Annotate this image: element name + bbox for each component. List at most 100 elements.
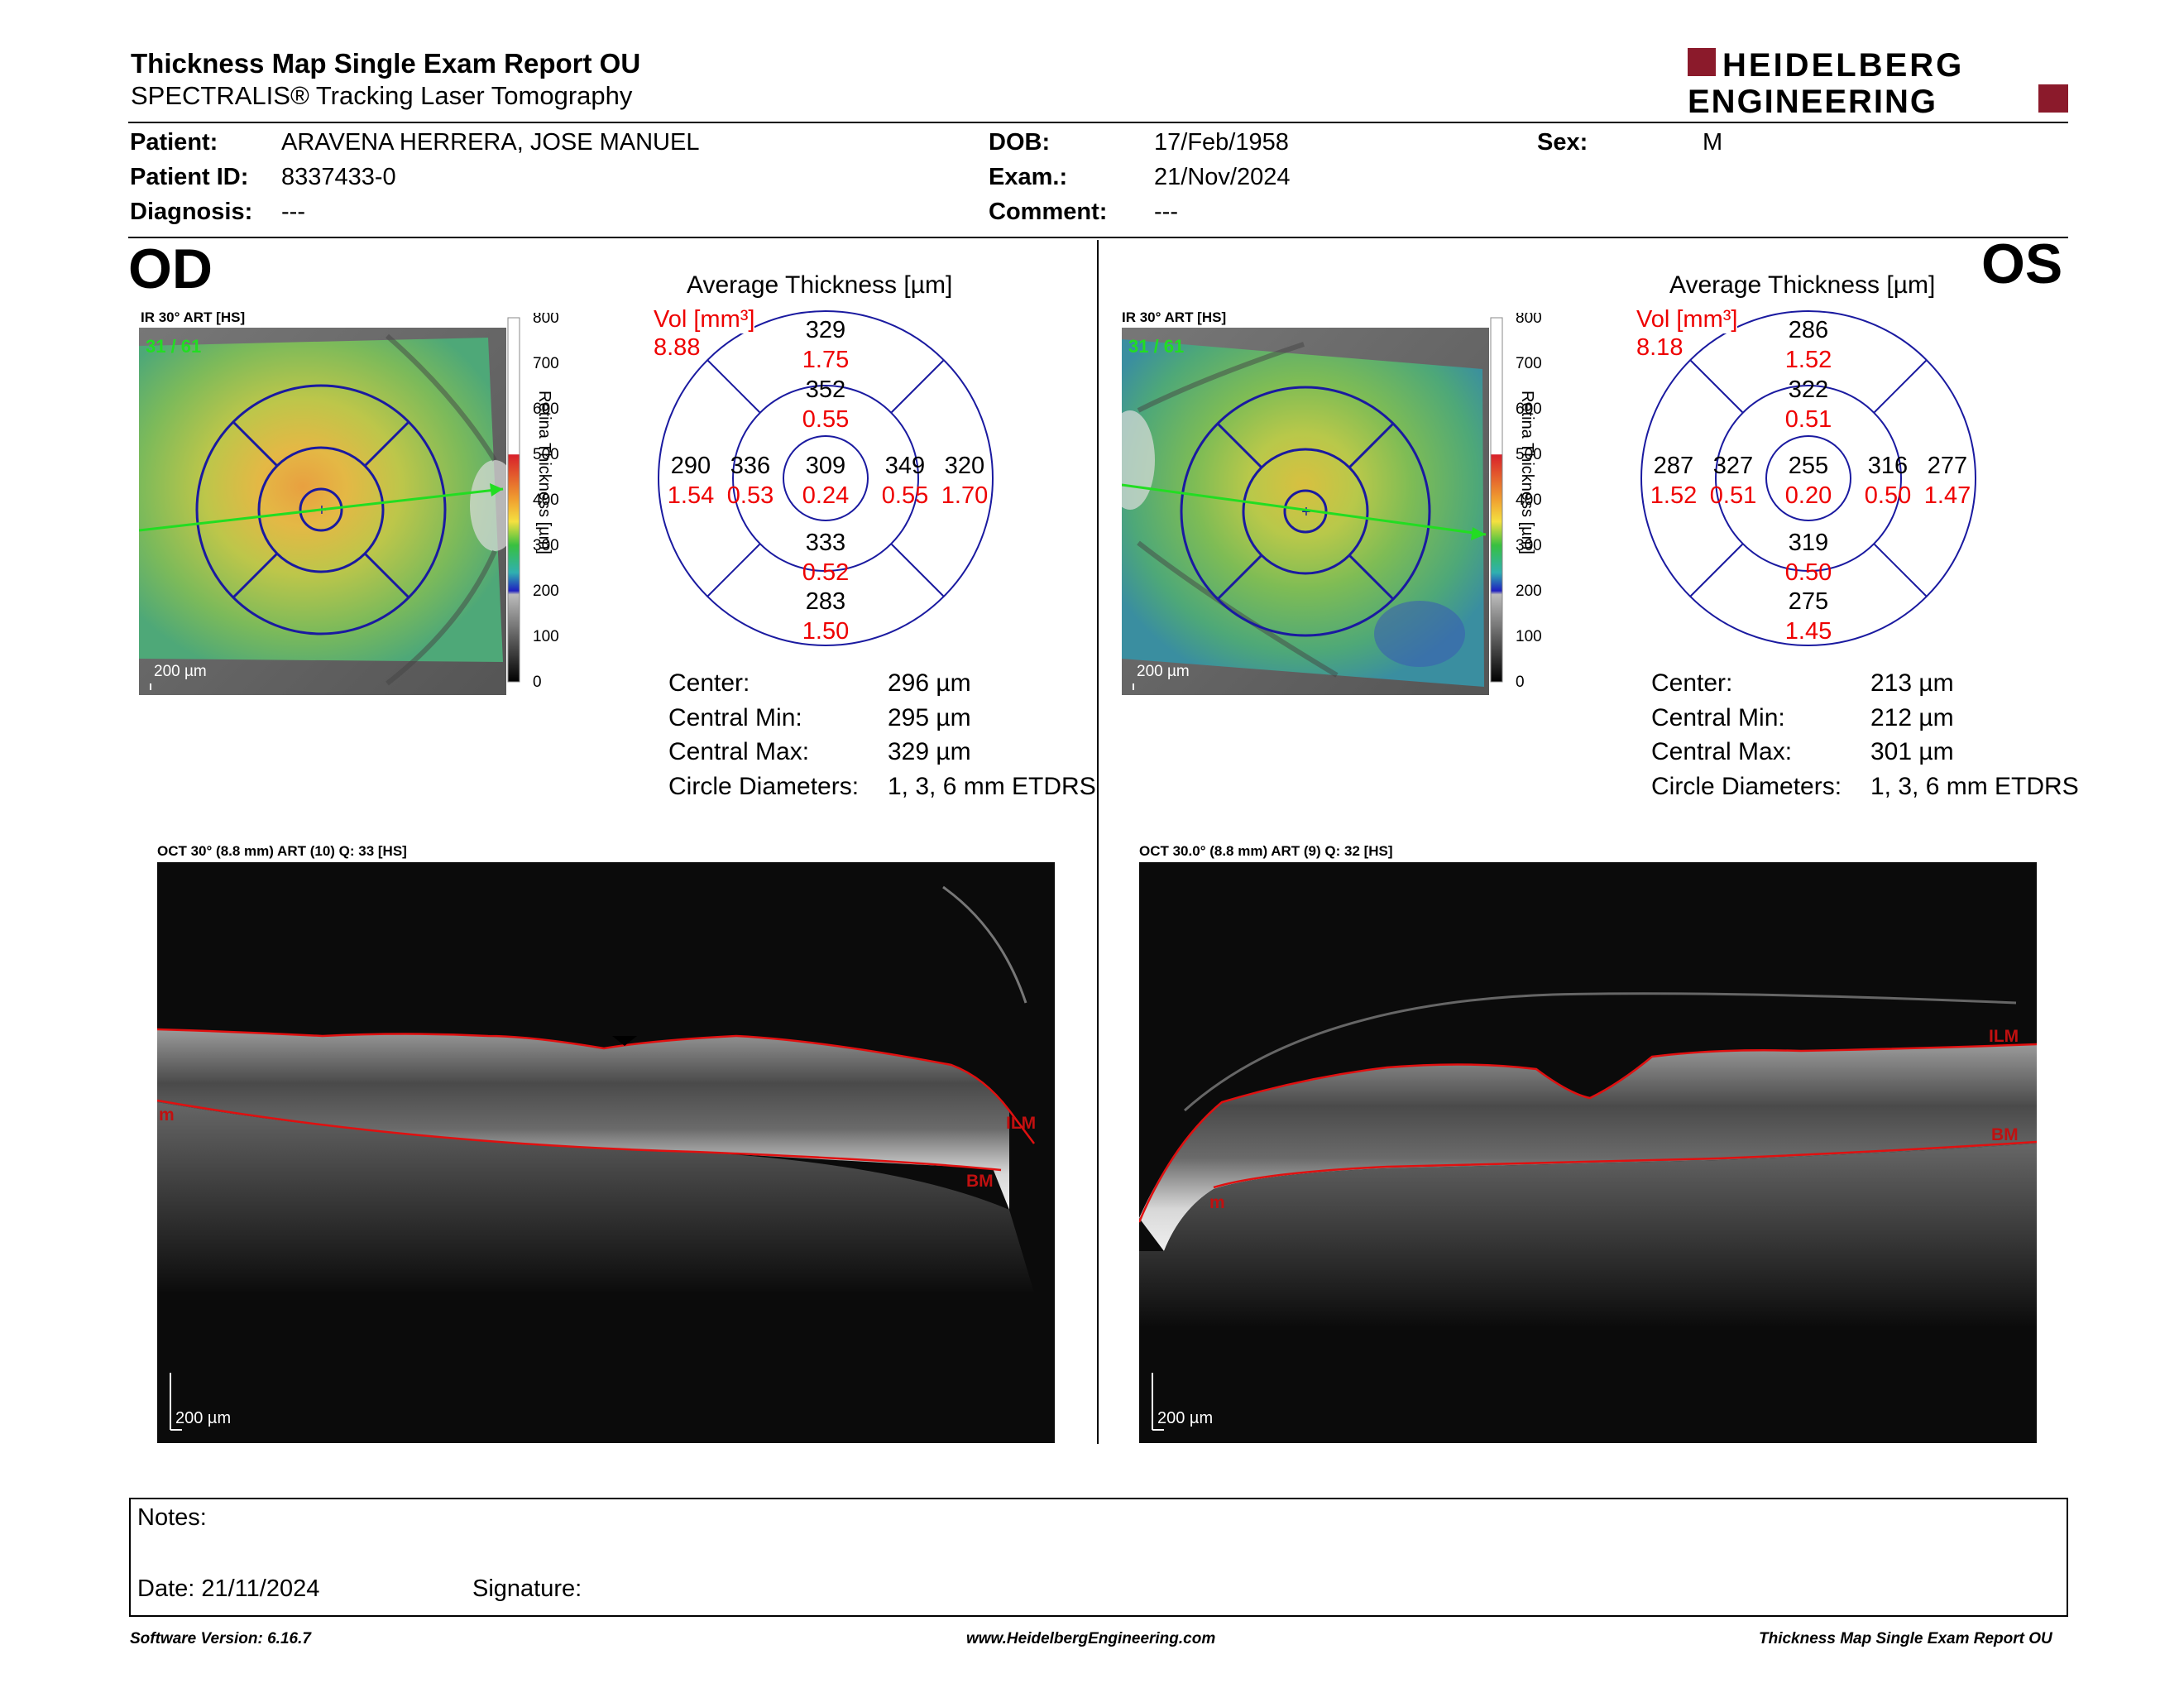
od-bm-tag: BM xyxy=(966,1172,994,1191)
os-vol-total: 8.18 xyxy=(1636,334,1684,361)
eye-divider xyxy=(1097,240,1099,1444)
od-oct-label: OCT 30° (8.8 mm) ART (10) Q: 33 [HS] xyxy=(157,843,407,859)
patient-id: 8337433-0 xyxy=(281,164,396,190)
od-outer-left-vol: 1.54 xyxy=(668,482,714,509)
od-center-label: Center: xyxy=(668,669,750,697)
os-inner-superior: 322 xyxy=(1789,376,1828,403)
od-center: 309 xyxy=(806,453,845,479)
notes-box[interactable]: Notes: Date: 21/11/2024 Signature: xyxy=(129,1498,2068,1617)
os-inner-superior-vol: 0.51 xyxy=(1785,406,1832,433)
os-outer-left: 287 xyxy=(1654,453,1693,479)
diagnosis-label: Diagnosis: xyxy=(130,199,253,225)
od-bm-line xyxy=(157,1099,1002,1172)
os-oct-label: OCT 30.0° (8.8 mm) ART (9) Q: 32 [HS] xyxy=(1139,843,1393,859)
od-central-max-value: 329 µm xyxy=(888,738,971,765)
od-inner-inferior-vol: 0.52 xyxy=(802,559,849,586)
os-m-tag: m xyxy=(1209,1193,1225,1212)
os-outer-inferior-vol: 1.45 xyxy=(1785,618,1832,645)
od-center-vol: 0.24 xyxy=(802,482,849,509)
od-inner-left-vol: 0.53 xyxy=(727,482,774,509)
logo-line2: ENGINEERING xyxy=(1688,84,1937,116)
os-center-vol: 0.20 xyxy=(1785,482,1832,509)
notes-label: Notes: xyxy=(137,1504,207,1531)
os-colorbar-tick: 200 xyxy=(1516,583,1542,600)
od-colorbar-tick: 600 xyxy=(533,400,559,418)
os-colorbar-tick: 0 xyxy=(1516,674,1525,691)
od-ir-label: IR 30° ART [HS] xyxy=(141,309,246,325)
os-circle-diam-value: 1, 3, 6 mm ETDRS xyxy=(1870,773,2079,800)
od-outer-left: 290 xyxy=(671,453,711,479)
patient-label: Patient: xyxy=(130,129,218,156)
od-inner-superior: 352 xyxy=(806,376,845,403)
od-m-tag: m xyxy=(159,1105,175,1125)
od-central-min-label: Central Min: xyxy=(668,704,802,731)
os-colorbar-tick: 100 xyxy=(1516,628,1542,645)
od-outer-right-vol: 1.70 xyxy=(941,482,988,509)
footer-website[interactable]: www.HeidelbergEngineering.com xyxy=(966,1630,1216,1647)
od-colorbar-tick: 500 xyxy=(533,446,559,463)
logo-line1: HEIDELBERG xyxy=(1722,47,1964,84)
od-outer-superior-vol: 1.75 xyxy=(802,347,849,373)
os-colorbar-tick: 800 xyxy=(1516,313,1542,327)
os-circle-diam-label: Circle Diameters: xyxy=(1651,773,1842,800)
os-outer-right: 277 xyxy=(1928,453,1967,479)
od-circle-diam-label: Circle Diameters: xyxy=(668,773,860,800)
od-optic-disc xyxy=(470,460,506,551)
os-central-max-label: Central Max: xyxy=(1651,738,1793,765)
od-colorbar-tick: 300 xyxy=(533,537,559,554)
eye-label-od: OD xyxy=(128,237,213,300)
os-oct-bscan: ILM BM m 200 µm xyxy=(1139,862,2037,1443)
od-colorbar-tick: 400 xyxy=(533,492,559,509)
od-inner-right-vol: 0.55 xyxy=(882,482,928,509)
patient-name: ARAVENA HERRERA, JOSE MANUEL xyxy=(281,129,700,156)
exam-date: 21/Nov/2024 xyxy=(1154,164,1291,190)
od-ilm-line xyxy=(157,1028,1035,1144)
os-bm-line xyxy=(1213,1140,2037,1189)
os-ir-label: IR 30° ART [HS] xyxy=(1122,309,1227,325)
sex-label: Sex: xyxy=(1537,129,1588,156)
os-ilm-line xyxy=(1139,1043,2037,1223)
footer-software-version: Software Version: 6.16.7 xyxy=(130,1630,311,1647)
od-central-min-value: 295 µm xyxy=(888,704,971,731)
os-colorbar: Retina Thickness [µm] 800 700 600 500 400 300… xyxy=(1490,313,1542,691)
od-vol-label: Vol [mm³] xyxy=(654,306,755,333)
os-bm-tag: BM xyxy=(1991,1125,2019,1144)
od-circle-diam-value: 1, 3, 6 mm ETDRS xyxy=(888,773,1096,800)
info-divider xyxy=(128,237,2068,238)
od-frame-counter: 31 / 61 xyxy=(146,336,201,357)
os-inner-right-vol: 0.50 xyxy=(1865,482,1911,509)
diagnosis: --- xyxy=(281,199,305,225)
os-outer-superior-vol: 1.52 xyxy=(1785,347,1832,373)
od-colorbar-tick: 0 xyxy=(533,674,542,691)
eye-label-os: OS xyxy=(1981,233,2063,295)
report-title: Thickness Map Single Exam Report OU xyxy=(131,48,641,79)
os-outer-inferior: 275 xyxy=(1789,588,1828,615)
os-colorbar-tick: 300 xyxy=(1516,537,1542,554)
os-colorbar-tick: 400 xyxy=(1516,492,1542,509)
os-inner-inferior-vol: 0.50 xyxy=(1785,559,1832,586)
od-inner-left: 336 xyxy=(730,453,770,479)
os-center-value: 213 µm xyxy=(1870,669,1954,697)
os-outer-left-vol: 1.52 xyxy=(1650,482,1697,509)
os-ilm-tag: ILM xyxy=(1989,1027,2019,1046)
os-thickness-map: + 31 / 61 200 µm xyxy=(1122,328,1489,695)
os-central-min-value: 212 µm xyxy=(1870,704,1954,731)
od-colorbar-label: Retina Thickness [µm] xyxy=(535,391,553,554)
od-oct-scale: 200 µm xyxy=(175,1409,231,1427)
os-oct-scale: 200 µm xyxy=(1157,1409,1213,1427)
os-etdrs-grid: 286 1.52 322 0.51 255 0.20 319 0.50 275 … xyxy=(1640,310,1976,646)
os-frame-counter: 31 / 61 xyxy=(1128,336,1184,357)
dob: 17/Feb/1958 xyxy=(1154,129,1289,156)
notes-date: Date: 21/11/2024 xyxy=(137,1575,320,1602)
od-thickness-overlay xyxy=(139,338,503,662)
od-thickness-map: + 31 / 61 200 µm xyxy=(139,328,506,695)
report-subtitle: SPECTRALIS® Tracking Laser Tomography xyxy=(131,81,633,110)
od-map-scale: 200 µm xyxy=(154,663,207,680)
os-outer-superior: 286 xyxy=(1789,317,1828,343)
footer-report-name: Thickness Map Single Exam Report OU xyxy=(1759,1630,2052,1647)
od-central-max-label: Central Max: xyxy=(668,738,810,765)
od-colorbar-tick: 700 xyxy=(533,355,559,372)
od-etdrs-grid: 329 1.75 352 0.55 309 0.24 333 0.52 283 … xyxy=(658,310,994,646)
os-center-label: Center: xyxy=(1651,669,1733,697)
od-colorbar: Retina Thickness [µm] 800 700 600 500 400 300… xyxy=(507,313,559,691)
